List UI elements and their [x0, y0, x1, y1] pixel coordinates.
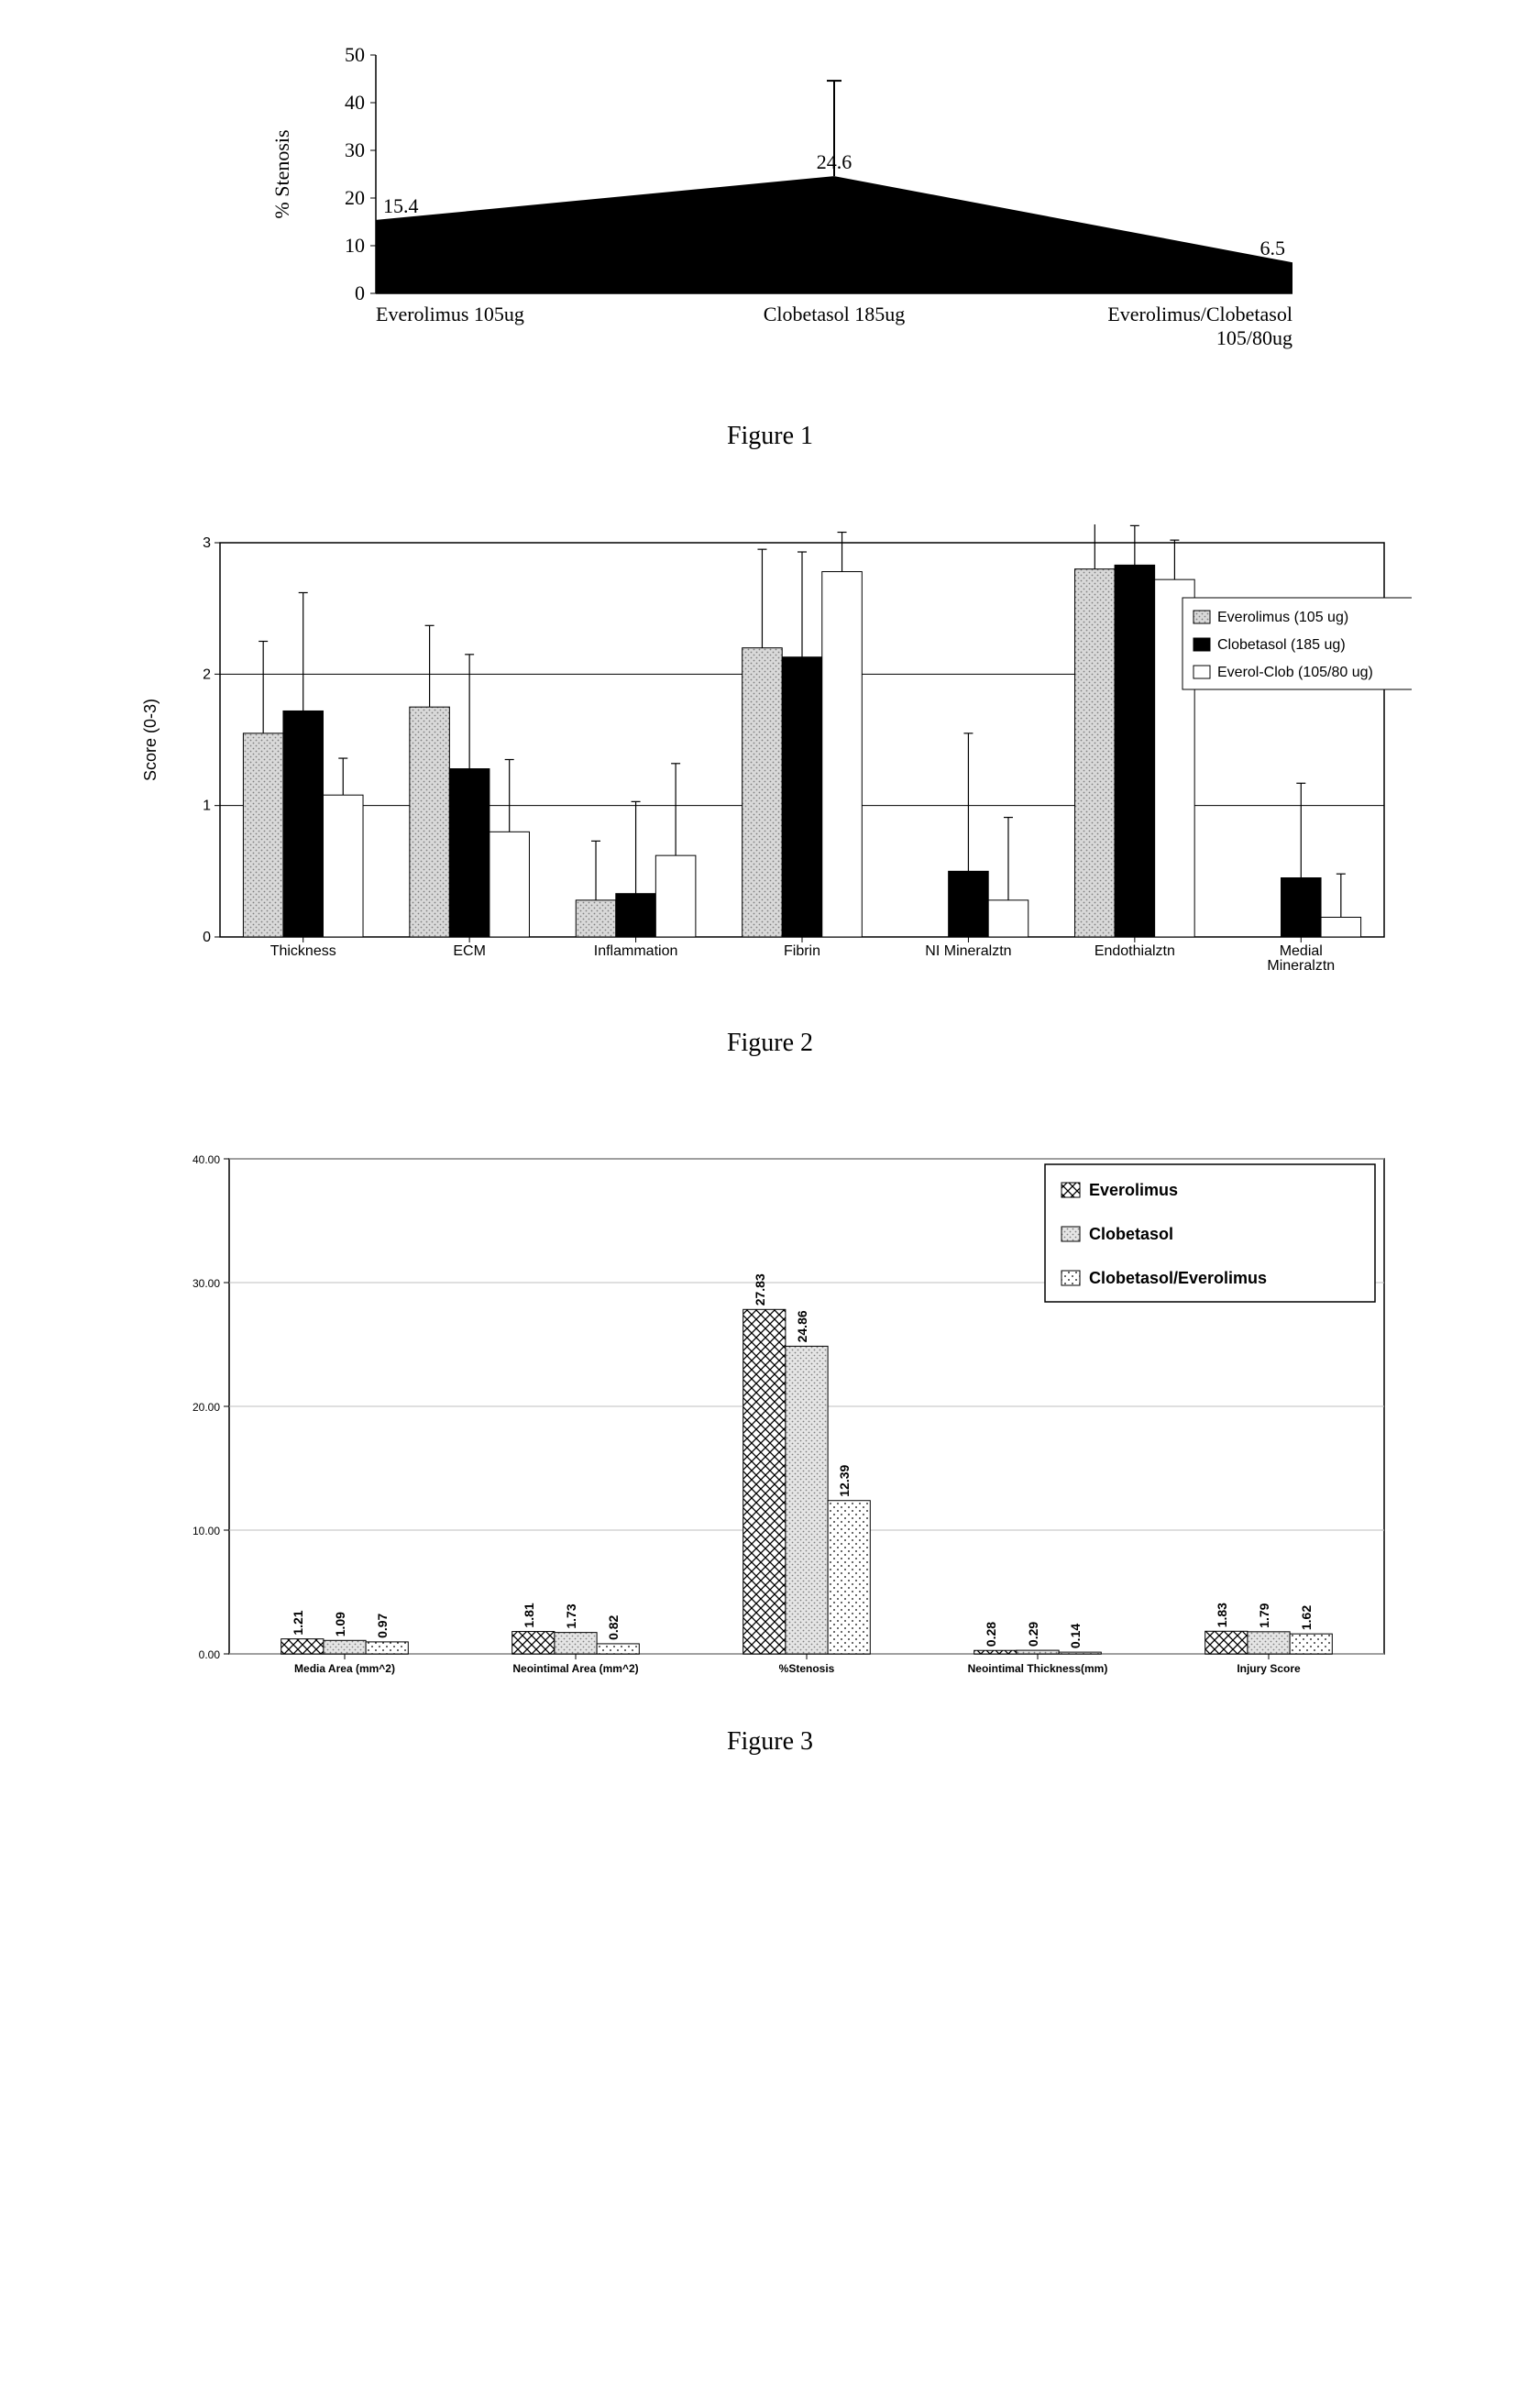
figure-2: 0 1 2 3 Score (0-3) Thickness ECM Inflammation F…: [55, 524, 1485, 1058]
svg-text:Neointimal Area (mm^2): Neointimal Area (mm^2): [512, 1662, 638, 1675]
svg-text:10.00: 10.00: [192, 1525, 220, 1537]
svg-text:50: 50: [345, 43, 365, 66]
svg-text:Media Area (mm^2): Media Area (mm^2): [294, 1662, 395, 1675]
svg-text:12.39: 12.39: [837, 1464, 852, 1496]
svg-text:Clobetasol: Clobetasol: [1089, 1225, 1173, 1243]
svg-text:ECM: ECM: [453, 943, 486, 959]
svg-text:0.28: 0.28: [984, 1622, 998, 1647]
svg-text:24.86: 24.86: [795, 1310, 809, 1342]
svg-text:10: 10: [345, 234, 365, 257]
svg-text:0.97: 0.97: [375, 1613, 390, 1637]
svg-text:27.83: 27.83: [753, 1273, 767, 1306]
svg-text:Everolimus/Clobetasol: Everolimus/Clobetasol: [1107, 303, 1292, 325]
svg-text:1.62: 1.62: [1299, 1605, 1314, 1630]
svg-text:0: 0: [203, 930, 211, 945]
svg-text:Clobetasol (185 ug): Clobetasol (185 ug): [1217, 637, 1346, 653]
figure-1-chart: 0 10 20 30 40 50 15.4 24.6 6.5 Everolimus 105ug Cl…: [220, 37, 1320, 394]
svg-text:Clobetasol 185ug: Clobetasol 185ug: [764, 303, 906, 325]
svg-text:1.83: 1.83: [1215, 1603, 1229, 1627]
svg-text:1.09: 1.09: [333, 1612, 347, 1636]
svg-text:Fibrin: Fibrin: [784, 943, 820, 959]
svg-text:40.00: 40.00: [192, 1153, 220, 1166]
svg-text:Neointimal Thickness(mm): Neointimal Thickness(mm): [968, 1662, 1108, 1675]
svg-text:105/80ug: 105/80ug: [1216, 326, 1292, 349]
svg-text:6.5: 6.5: [1260, 237, 1286, 259]
svg-text:20.00: 20.00: [192, 1401, 220, 1414]
figure-2-chart: 0 1 2 3 Score (0-3) Thickness ECM Inflammation F…: [128, 524, 1412, 1001]
svg-text:Clobetasol/Everolimus: Clobetasol/Everolimus: [1089, 1269, 1267, 1287]
svg-text:Everolimus: Everolimus: [1089, 1181, 1178, 1199]
svg-text:Thickness: Thickness: [270, 943, 336, 959]
svg-text:0.82: 0.82: [606, 1614, 621, 1639]
svg-text:Injury Score: Injury Score: [1237, 1662, 1301, 1675]
figure-1-caption: Figure 1: [55, 422, 1485, 451]
svg-text:Everolimus (105 ug): Everolimus (105 ug): [1217, 610, 1348, 625]
svg-text:NI Mineralztn: NI Mineralztn: [925, 943, 1011, 959]
svg-text:20: 20: [345, 186, 365, 209]
svg-text:24.6: 24.6: [817, 150, 852, 173]
svg-text:30: 30: [345, 138, 365, 161]
svg-text:1: 1: [203, 799, 211, 814]
svg-text:1.73: 1.73: [564, 1603, 578, 1628]
svg-text:% Stenosis: % Stenosis: [270, 129, 293, 218]
svg-text:Everol-Clob (105/80 ug): Everol-Clob (105/80 ug): [1217, 665, 1373, 680]
svg-text:2: 2: [203, 667, 211, 682]
svg-text:3: 3: [203, 535, 211, 551]
svg-text:0: 0: [355, 281, 365, 304]
svg-text:0.14: 0.14: [1068, 1624, 1083, 1648]
svg-text:0.29: 0.29: [1026, 1622, 1040, 1647]
svg-text:1.81: 1.81: [522, 1603, 536, 1627]
svg-text:Endothialztn: Endothialztn: [1094, 943, 1175, 959]
figure-1: 0 10 20 30 40 50 15.4 24.6 6.5 Everolimus 105ug Cl…: [55, 37, 1485, 451]
svg-text:Medial: Medial: [1280, 943, 1323, 959]
svg-text:Inflammation: Inflammation: [594, 943, 678, 959]
svg-text:1.21: 1.21: [291, 1610, 305, 1635]
svg-text:30.00: 30.00: [192, 1277, 220, 1290]
figure-3: 0.00 10.00 20.00 30.00 40.00 1.21 1.09 0.97 Medi…: [55, 1131, 1485, 1757]
svg-text:0.00: 0.00: [199, 1648, 221, 1661]
figure-2-caption: Figure 2: [55, 1029, 1485, 1058]
svg-text:Mineralztn: Mineralztn: [1267, 958, 1335, 974]
svg-text:%Stenosis: %Stenosis: [779, 1662, 835, 1675]
svg-text:1.79: 1.79: [1257, 1603, 1271, 1627]
figure-3-chart: 0.00 10.00 20.00 30.00 40.00 1.21 1.09 0.97 Medi…: [128, 1131, 1412, 1700]
svg-text:Score (0-3): Score (0-3): [141, 699, 160, 781]
svg-text:40: 40: [345, 91, 365, 114]
figure-3-caption: Figure 3: [55, 1727, 1485, 1757]
svg-text:15.4: 15.4: [383, 194, 419, 217]
svg-text:Everolimus 105ug: Everolimus 105ug: [376, 303, 524, 325]
